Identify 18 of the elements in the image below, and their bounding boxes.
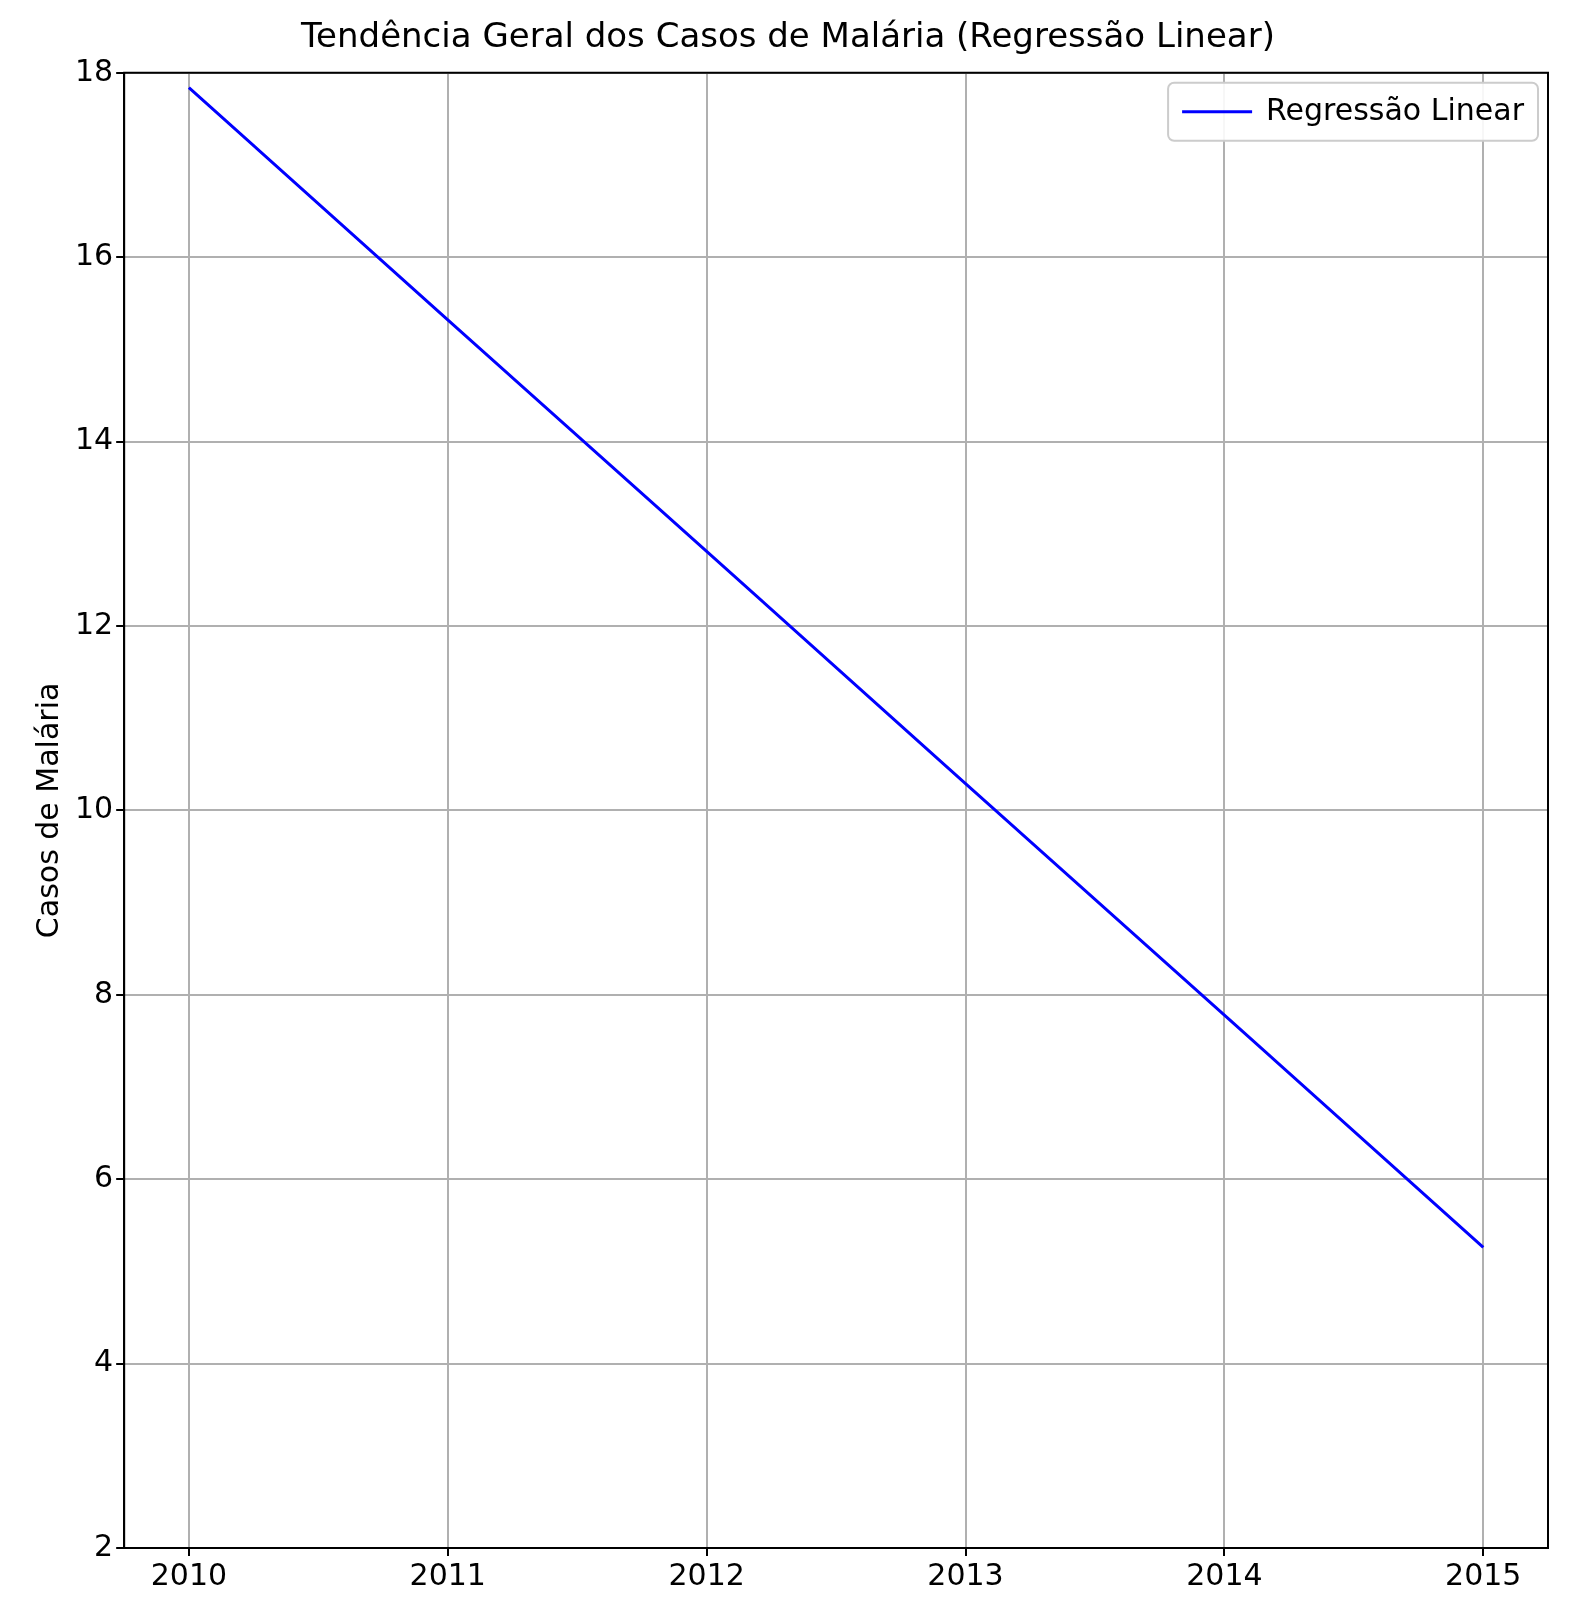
y-tick-label: 2 <box>94 1527 114 1563</box>
y-tick-label: 14 <box>74 421 114 457</box>
x-tick-label: 2011 <box>409 1556 486 1592</box>
x-tick-label: 2012 <box>668 1556 745 1592</box>
x-tick-label: 2014 <box>1186 1556 1263 1592</box>
y-tick-label: 18 <box>74 52 114 88</box>
x-tick-label: 2013 <box>927 1556 1004 1592</box>
y-tick-label: 12 <box>74 605 114 641</box>
y-tick-label: 16 <box>74 237 114 272</box>
y-tick-label: 10 <box>74 790 114 826</box>
y-tick-label: 8 <box>94 974 114 1010</box>
y-tick-label: 6 <box>94 1159 114 1194</box>
y-tick-label: 4 <box>94 1343 114 1379</box>
x-tick-label: 2015 <box>1445 1556 1522 1592</box>
y-axis-title: Casos de Malária <box>29 682 65 939</box>
chart-title: Tendência Geral dos Casos de Malária (Regressão Linear) <box>300 15 1275 56</box>
x-tick-label: 2010 <box>150 1556 228 1592</box>
legend-label: Regressão Linear <box>1266 91 1525 127</box>
